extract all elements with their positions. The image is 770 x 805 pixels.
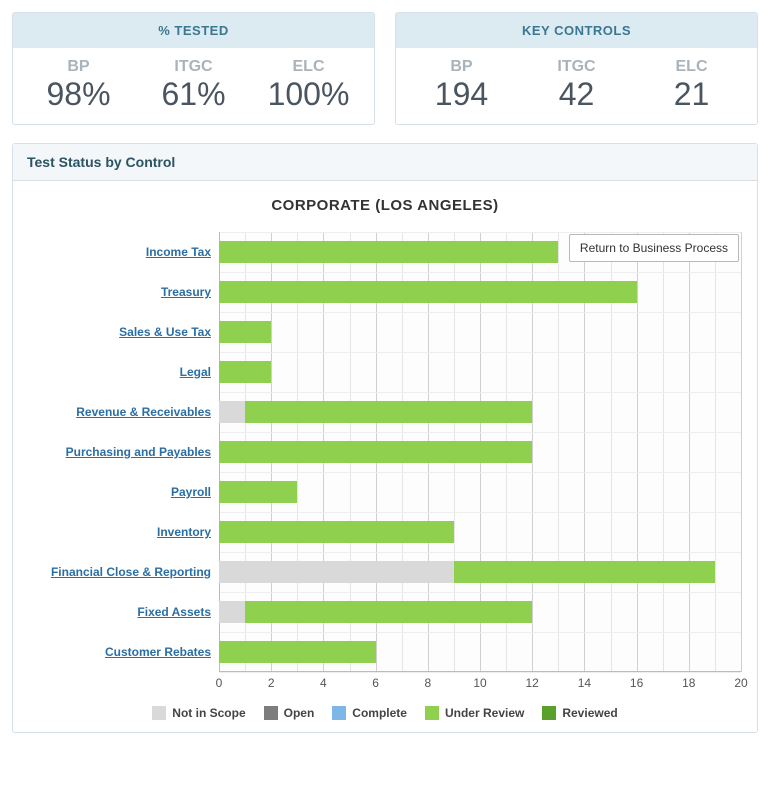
bar-segment-under_review[interactable] bbox=[219, 481, 297, 503]
metric-value: 194 bbox=[404, 78, 519, 110]
panel-body: CORPORATE (LOS ANGELES) Income Tax Treasu… bbox=[13, 181, 757, 732]
legend: Not in Scope Open Complete Under Review Revi… bbox=[29, 706, 741, 720]
metric-label: ELC bbox=[634, 58, 749, 76]
category-label[interactable]: Financial Close & Reporting bbox=[51, 565, 211, 579]
bar-row bbox=[219, 472, 741, 512]
keycontrols-elc: ELC 21 bbox=[634, 58, 749, 110]
summary-cards: % TESTED BP 98% ITGC 61% ELC 100% KEY CO… bbox=[12, 12, 758, 125]
category-label[interactable]: Payroll bbox=[171, 485, 211, 499]
tested-itgc: ITGC 61% bbox=[136, 58, 251, 110]
legend-label: Complete bbox=[352, 706, 407, 720]
tested-card: % TESTED BP 98% ITGC 61% ELC 100% bbox=[12, 12, 375, 125]
bar-segment-under_review[interactable] bbox=[245, 401, 532, 423]
bar-row bbox=[219, 592, 741, 632]
bar-segment-under_review[interactable] bbox=[219, 321, 271, 343]
metric-value: 42 bbox=[519, 78, 634, 110]
x-tick-label: 4 bbox=[320, 676, 327, 690]
keycontrols-bp: BP 194 bbox=[404, 58, 519, 110]
bar-segment-under_review[interactable] bbox=[245, 601, 532, 623]
legend-item[interactable]: Reviewed bbox=[542, 706, 617, 720]
x-tick-label: 20 bbox=[734, 676, 747, 690]
category-label[interactable]: Sales & Use Tax bbox=[119, 325, 211, 339]
bar-row bbox=[219, 312, 741, 352]
bar-row bbox=[219, 352, 741, 392]
return-button[interactable]: Return to Business Process bbox=[569, 234, 739, 262]
tested-card-title: % TESTED bbox=[13, 13, 374, 48]
bar-segment-not_in_scope[interactable] bbox=[219, 561, 454, 583]
bar-segment-not_in_scope[interactable] bbox=[219, 601, 245, 623]
bar-row bbox=[219, 632, 741, 672]
category-label[interactable]: Purchasing and Payables bbox=[66, 445, 211, 459]
keycontrols-metrics: BP 194 ITGC 42 ELC 21 bbox=[396, 48, 757, 124]
metric-label: ITGC bbox=[519, 58, 634, 76]
x-tick-label: 10 bbox=[473, 676, 486, 690]
bar-segment-under_review[interactable] bbox=[219, 361, 271, 383]
bar-row bbox=[219, 432, 741, 472]
bar-segment-under_review[interactable] bbox=[219, 441, 532, 463]
keycontrols-card: KEY CONTROLS BP 194 ITGC 42 ELC 21 bbox=[395, 12, 758, 125]
bar-segment-under_review[interactable] bbox=[219, 241, 558, 263]
bar-segment-under_review[interactable] bbox=[219, 281, 637, 303]
metric-value: 100% bbox=[251, 78, 366, 110]
x-tick-label: 6 bbox=[372, 676, 379, 690]
bar-segment-under_review[interactable] bbox=[219, 641, 376, 663]
x-tick-label: 8 bbox=[424, 676, 431, 690]
legend-item[interactable]: Open bbox=[264, 706, 315, 720]
x-axis: 02468101214161820 bbox=[219, 672, 741, 698]
category-label[interactable]: Income Tax bbox=[146, 245, 211, 259]
x-tick-label: 2 bbox=[268, 676, 275, 690]
panel-header: Test Status by Control bbox=[13, 144, 757, 181]
x-tick-label: 16 bbox=[630, 676, 643, 690]
tested-metrics: BP 98% ITGC 61% ELC 100% bbox=[13, 48, 374, 124]
bar-row bbox=[219, 512, 741, 552]
category-label[interactable]: Treasury bbox=[161, 285, 211, 299]
metric-label: BP bbox=[21, 58, 136, 76]
legend-label: Under Review bbox=[445, 706, 524, 720]
metric-label: BP bbox=[404, 58, 519, 76]
metric-value: 61% bbox=[136, 78, 251, 110]
metric-label: ELC bbox=[251, 58, 366, 76]
legend-label: Open bbox=[284, 706, 315, 720]
y-axis-labels: Income Tax Treasury Sales & Use Tax Legal Re… bbox=[29, 232, 219, 672]
x-tick-label: 12 bbox=[526, 676, 539, 690]
keycontrols-itgc: ITGC 42 bbox=[519, 58, 634, 110]
tested-bp: BP 98% bbox=[21, 58, 136, 110]
legend-label: Not in Scope bbox=[172, 706, 245, 720]
legend-swatch bbox=[542, 706, 556, 720]
bar-segment-under_review[interactable] bbox=[219, 521, 454, 543]
bar-segment-under_review[interactable] bbox=[454, 561, 715, 583]
test-status-panel: Test Status by Control CORPORATE (LOS AN… bbox=[12, 143, 758, 733]
category-label[interactable]: Customer Rebates bbox=[105, 645, 211, 659]
bar-row bbox=[219, 392, 741, 432]
bar-row bbox=[219, 552, 741, 592]
x-tick-label: 0 bbox=[216, 676, 223, 690]
category-label[interactable]: Fixed Assets bbox=[137, 605, 211, 619]
metric-value: 98% bbox=[21, 78, 136, 110]
legend-swatch bbox=[332, 706, 346, 720]
bar-row bbox=[219, 272, 741, 312]
legend-swatch bbox=[264, 706, 278, 720]
x-tick-label: 18 bbox=[682, 676, 695, 690]
plot-area: Return to Business Process bbox=[219, 232, 741, 672]
gridline-v bbox=[741, 232, 742, 672]
metric-value: 21 bbox=[634, 78, 749, 110]
chart-area: Income Tax Treasury Sales & Use Tax Legal Re… bbox=[29, 232, 741, 672]
plot-wrap: Return to Business Process bbox=[219, 232, 741, 672]
legend-label: Reviewed bbox=[562, 706, 617, 720]
category-label[interactable]: Revenue & Receivables bbox=[76, 405, 211, 419]
metric-label: ITGC bbox=[136, 58, 251, 76]
chart-title: CORPORATE (LOS ANGELES) bbox=[29, 197, 741, 214]
category-label[interactable]: Inventory bbox=[157, 525, 211, 539]
bar-segment-not_in_scope[interactable] bbox=[219, 401, 245, 423]
category-label[interactable]: Legal bbox=[180, 365, 211, 379]
legend-swatch bbox=[152, 706, 166, 720]
legend-item[interactable]: Under Review bbox=[425, 706, 524, 720]
x-tick-label: 14 bbox=[578, 676, 591, 690]
legend-item[interactable]: Complete bbox=[332, 706, 407, 720]
tested-elc: ELC 100% bbox=[251, 58, 366, 110]
legend-item[interactable]: Not in Scope bbox=[152, 706, 245, 720]
legend-swatch bbox=[425, 706, 439, 720]
keycontrols-card-title: KEY CONTROLS bbox=[396, 13, 757, 48]
